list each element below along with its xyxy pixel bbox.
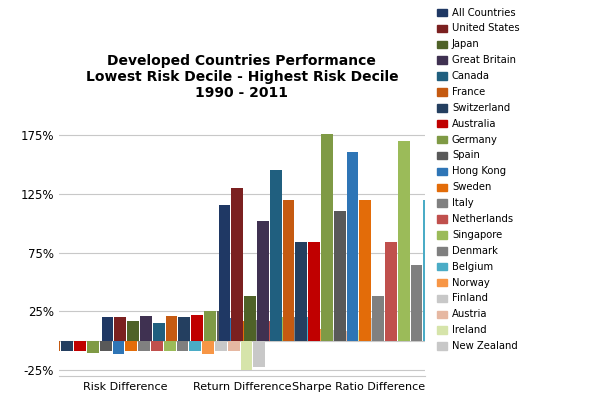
Bar: [334, 211, 346, 341]
Bar: [475, 267, 487, 341]
Text: Singapore: Singapore: [452, 230, 502, 240]
Bar: [125, 341, 137, 352]
Text: Norway: Norway: [452, 278, 490, 288]
Bar: [294, 317, 306, 341]
Bar: [332, 330, 344, 341]
Bar: [242, 321, 254, 341]
Bar: [424, 199, 435, 341]
Text: Canada: Canada: [452, 71, 490, 81]
Bar: [306, 317, 318, 341]
Bar: [189, 341, 201, 352]
Bar: [151, 341, 163, 352]
Bar: [100, 341, 112, 352]
Text: All Countries: All Countries: [452, 8, 516, 18]
Bar: [257, 221, 269, 341]
Text: Australia: Australia: [452, 119, 496, 129]
Bar: [215, 341, 227, 352]
Bar: [140, 316, 152, 341]
Bar: [462, 247, 474, 341]
Bar: [113, 341, 124, 354]
Bar: [268, 321, 280, 341]
Bar: [358, 330, 369, 341]
Text: Spain: Spain: [452, 150, 480, 161]
Bar: [219, 205, 231, 341]
Text: Germany: Germany: [452, 135, 498, 145]
Bar: [241, 341, 253, 370]
Bar: [230, 319, 241, 341]
Bar: [398, 140, 409, 341]
Bar: [436, 267, 448, 341]
Bar: [153, 323, 165, 341]
Text: Hong Kong: Hong Kong: [452, 166, 506, 176]
Bar: [36, 341, 48, 352]
Bar: [138, 341, 150, 352]
Text: Ireland: Ireland: [452, 325, 487, 335]
Text: Austria: Austria: [452, 309, 487, 319]
Text: Denmark: Denmark: [452, 246, 498, 256]
Bar: [202, 341, 214, 354]
Text: New Zealand: New Zealand: [452, 341, 517, 351]
Bar: [176, 341, 188, 352]
Bar: [345, 331, 356, 341]
Bar: [347, 153, 359, 341]
Bar: [372, 296, 384, 341]
Bar: [87, 341, 99, 353]
Bar: [319, 329, 331, 341]
Text: France: France: [452, 87, 485, 97]
Bar: [164, 341, 176, 352]
Bar: [385, 242, 397, 341]
Text: Great Britain: Great Britain: [452, 55, 516, 65]
Text: Switzerland: Switzerland: [452, 103, 510, 113]
Bar: [487, 252, 499, 341]
Text: Finland: Finland: [452, 293, 488, 303]
Bar: [411, 265, 422, 341]
Bar: [296, 242, 307, 341]
Bar: [371, 319, 382, 341]
Bar: [270, 170, 281, 341]
Text: Japan: Japan: [452, 39, 480, 49]
Bar: [178, 317, 190, 341]
Bar: [283, 199, 294, 341]
Bar: [204, 311, 216, 341]
Bar: [359, 199, 371, 341]
Bar: [308, 242, 320, 341]
Text: Italy: Italy: [452, 198, 474, 208]
Bar: [217, 311, 228, 341]
Bar: [61, 341, 73, 352]
Bar: [114, 317, 126, 341]
Bar: [228, 341, 240, 352]
Text: Developed Countries Performance
Lowest Risk Decile - Highest Risk Decile
1990 - : Developed Countries Performance Lowest R…: [86, 54, 398, 100]
Bar: [48, 341, 60, 352]
Bar: [449, 294, 461, 341]
Bar: [74, 341, 86, 352]
Bar: [127, 321, 139, 341]
Bar: [244, 296, 256, 341]
Bar: [231, 188, 243, 341]
Bar: [23, 341, 35, 353]
Text: Sweden: Sweden: [452, 182, 491, 192]
Bar: [0, 341, 9, 369]
Bar: [166, 316, 178, 341]
Text: United States: United States: [452, 23, 520, 33]
Bar: [101, 317, 113, 341]
Bar: [281, 317, 293, 341]
Bar: [255, 320, 267, 341]
Bar: [191, 315, 203, 341]
Bar: [321, 133, 333, 341]
Bar: [10, 341, 22, 353]
Text: Netherlands: Netherlands: [452, 214, 513, 224]
Text: Belgium: Belgium: [452, 262, 493, 272]
Bar: [253, 341, 265, 367]
